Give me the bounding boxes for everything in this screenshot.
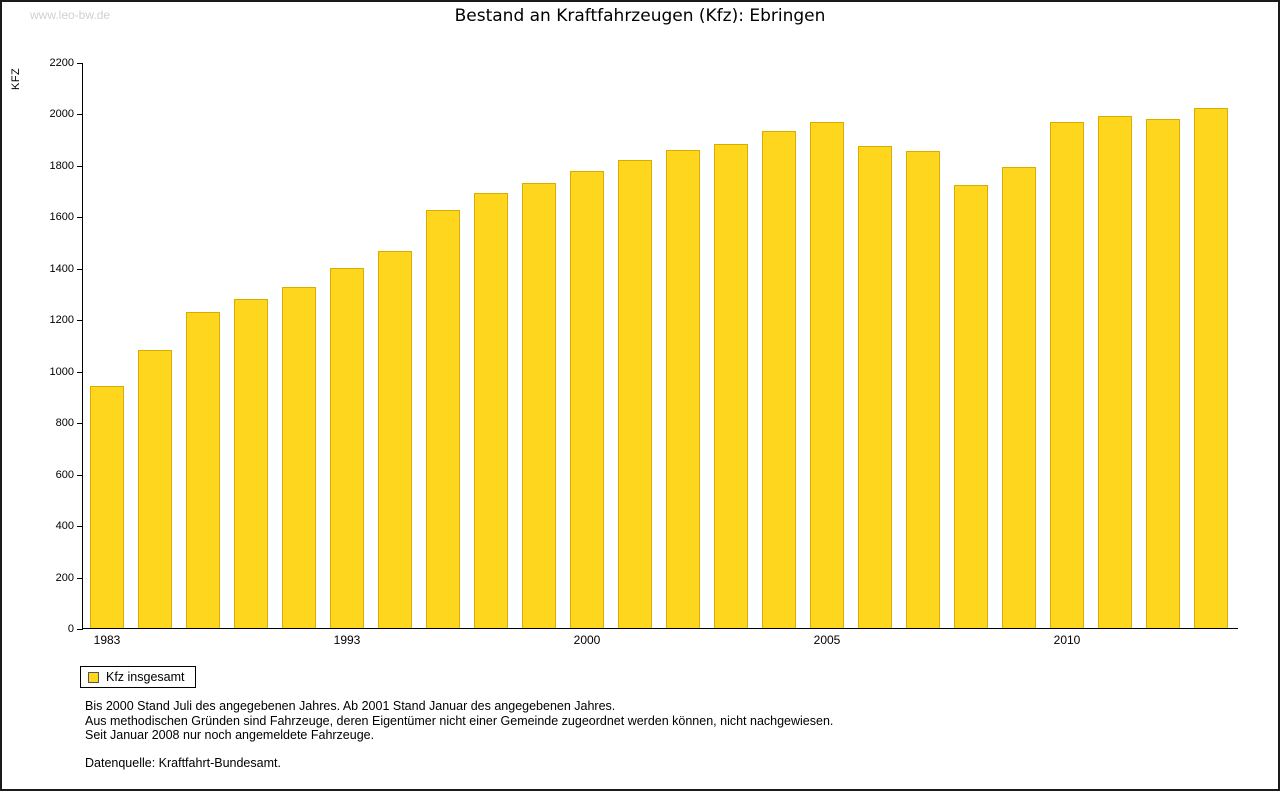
bar-2008 xyxy=(954,185,988,628)
bar-2002 xyxy=(666,150,700,628)
y-axis-tick-label: 200 xyxy=(55,571,74,584)
y-axis-tick xyxy=(77,526,83,528)
bar-1997 xyxy=(426,210,460,628)
x-axis-tick-label: 2010 xyxy=(1053,633,1081,647)
y-axis-tick xyxy=(77,423,83,425)
x-axis-tick-label: 1993 xyxy=(333,633,361,647)
bar-2009 xyxy=(1002,167,1036,628)
y-axis-tick xyxy=(77,268,83,270)
bar-1987 xyxy=(186,312,220,628)
bar-2006 xyxy=(858,146,892,628)
bar-2004 xyxy=(762,131,796,628)
chart-title: Bestand an Kraftfahrzeugen (Kfz): Ebring… xyxy=(454,6,826,26)
y-axis-tick-label: 2000 xyxy=(49,108,74,121)
bar-1998 xyxy=(474,193,508,628)
bar-2010 xyxy=(1050,122,1084,628)
y-axis-tick xyxy=(77,63,83,64)
plot-area: 0 200 400 600 800 1000 1200 1400 1600 1800 2000 220… xyxy=(50,57,1238,647)
y-axis-tick-label: 1400 xyxy=(49,262,74,275)
bar-2000 xyxy=(570,171,604,628)
bar-1989 xyxy=(234,299,268,628)
y-axis-tick xyxy=(77,217,83,219)
y-axis-tick-label: 800 xyxy=(55,417,74,430)
watermark: www.leo-bw.de xyxy=(30,8,111,22)
x-axis-tick-label: 2000 xyxy=(573,633,601,647)
bar-1983 xyxy=(90,386,124,628)
y-axis-tick xyxy=(77,629,83,630)
data-source: Datenquelle: Kraftfahrt-Bundesamt. xyxy=(85,755,281,770)
bar-2007 xyxy=(906,151,940,628)
bar-1999 xyxy=(522,183,556,628)
footnote-line: Aus methodischen Gründen sind Fahrzeuge,… xyxy=(85,713,834,728)
bar-2005 xyxy=(810,122,844,628)
y-axis-tick xyxy=(77,577,83,579)
y-axis-tick xyxy=(77,114,83,116)
bar-1985 xyxy=(138,350,172,628)
bar-1993 xyxy=(330,268,364,628)
footnote-line: Bis 2000 Stand Juli des angegebenen Jahr… xyxy=(85,699,616,713)
bar-2001 xyxy=(618,160,652,628)
y-axis-tick-label: 2200 xyxy=(49,57,74,69)
footnote-line: Seit Januar 2008 nur noch angemeldete Fa… xyxy=(85,728,375,742)
legend: Kfz insgesamt xyxy=(80,666,196,688)
y-axis-tick-label: 1600 xyxy=(49,211,74,224)
bar-1995 xyxy=(378,251,412,628)
bar-2003 xyxy=(714,144,748,628)
bar-2012 xyxy=(1146,119,1180,628)
bar-2013 xyxy=(1194,108,1228,628)
y-axis-tick xyxy=(77,371,83,373)
y-axis-tick-label: 1000 xyxy=(49,365,74,378)
y-axis-tick xyxy=(77,320,83,322)
y-axis-tick xyxy=(77,474,83,476)
footnotes: Bis 2000 Stand Juli des angegebenen Jahr… xyxy=(85,699,833,770)
x-axis-tick-label: 1983 xyxy=(93,633,121,647)
bar-1991 xyxy=(282,287,316,628)
y-axis-tick xyxy=(77,165,83,167)
bar-2011 xyxy=(1098,116,1132,628)
x-axis-tick-label: 2005 xyxy=(813,633,841,647)
y-axis-tick-label: 1200 xyxy=(49,314,74,327)
y-axis-tick-label: 1800 xyxy=(49,159,74,172)
y-axis-label: KFZ xyxy=(10,67,22,90)
legend-swatch-icon xyxy=(88,671,99,683)
y-axis-tick-label: 400 xyxy=(55,520,74,533)
legend-label: Kfz insgesamt xyxy=(106,670,185,684)
y-axis-tick-label: 600 xyxy=(55,468,74,481)
y-axis-tick-label: 0 xyxy=(67,623,74,635)
